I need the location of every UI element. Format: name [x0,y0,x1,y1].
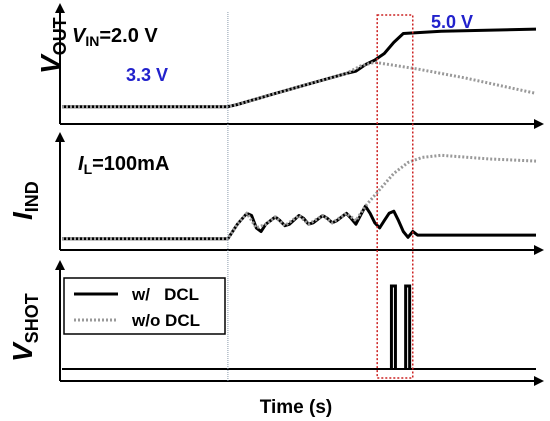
vshot-pulse-1 [389,284,397,369]
x-axis-label: Time (s) [260,397,333,418]
vout-ylabel: VOUT [35,17,70,74]
legend-label-solid: w/ DCL [131,285,199,304]
il-sub: L [84,161,93,177]
vout-ylabel-main: V [35,53,66,74]
vshot-ylabel: VSHOT [7,293,42,362]
legend-label-dotted: w/o DCL [131,311,200,330]
vshot-ylabel-sub: SHOT [22,293,42,343]
vshot-pulse-2 [404,284,412,369]
callout-5v0: 5.0 V [431,12,473,32]
vout-series-with-dcl [62,27,537,109]
vin-sub: IN [85,33,99,49]
callout-3v3: 3.3 V [126,65,168,85]
vout-ylabel-sub: OUT [50,17,70,55]
vin-value: =2.0 V [99,25,158,47]
vin-symbol: V [72,25,87,47]
iind-ylabel-sub: IND [22,181,42,212]
vin-condition: VIN=2.0 V [72,25,158,49]
il-symbol: I [78,153,84,175]
highlight-box [376,14,414,379]
iind-series-with-dcl [62,204,536,241]
vshot-series [389,284,412,369]
vshot-panel: VSHOT w/ DCL w/o DCL [7,260,544,386]
vout-panel: VOUT VIN=2.0 V 3.3 V 5.0 V [35,3,544,129]
il-value: =100mA [92,153,169,175]
iind-ylabel: IIND [7,181,42,220]
legend-box [63,277,226,335]
legend: w/ DCL w/o DCL [63,277,226,335]
vout-series-without-dcl [62,60,537,109]
vshot-ylabel-main: V [7,341,38,362]
il-condition: IL=100mA [78,153,169,177]
vout-series [62,27,537,109]
iind-panel: IIND IL=100mA [7,132,544,255]
iind-ylabel-main: I [7,211,38,220]
